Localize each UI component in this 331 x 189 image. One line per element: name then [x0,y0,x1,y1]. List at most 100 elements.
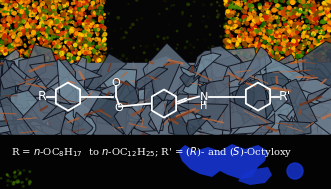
Circle shape [279,35,280,37]
Circle shape [290,21,293,23]
Circle shape [317,40,318,41]
Circle shape [274,29,275,30]
Circle shape [61,19,63,21]
Circle shape [101,59,104,63]
Polygon shape [36,78,66,105]
Circle shape [315,31,317,33]
Circle shape [40,42,42,44]
Polygon shape [288,89,311,108]
Circle shape [88,45,92,49]
Circle shape [24,44,25,45]
Circle shape [173,5,174,6]
Circle shape [67,54,70,57]
Circle shape [306,54,308,57]
Circle shape [13,54,15,56]
Circle shape [9,45,11,47]
Circle shape [54,41,55,42]
Polygon shape [5,69,21,94]
Circle shape [48,10,52,14]
Circle shape [57,40,59,43]
Polygon shape [318,105,327,127]
Circle shape [319,31,320,32]
Circle shape [223,39,227,43]
Circle shape [295,40,298,44]
Circle shape [298,28,301,31]
Circle shape [239,32,243,36]
Circle shape [327,61,329,63]
Circle shape [229,9,231,11]
Circle shape [63,26,65,27]
Circle shape [74,1,77,4]
Circle shape [47,57,49,59]
Circle shape [16,16,19,19]
Circle shape [0,34,2,37]
Circle shape [97,46,98,47]
Circle shape [57,30,59,33]
Circle shape [3,24,5,26]
Circle shape [82,23,84,25]
Circle shape [101,13,104,17]
Circle shape [233,25,236,28]
Circle shape [88,32,90,34]
Circle shape [59,50,63,54]
Circle shape [95,56,99,59]
Circle shape [57,53,58,54]
Circle shape [283,37,286,40]
Circle shape [16,181,18,183]
Circle shape [238,35,242,39]
Circle shape [7,27,9,28]
Circle shape [258,23,259,24]
Circle shape [301,0,305,4]
Polygon shape [96,93,122,125]
Circle shape [226,45,227,46]
Circle shape [100,53,101,54]
Circle shape [239,33,242,36]
Circle shape [326,18,328,21]
Circle shape [63,57,64,58]
Circle shape [256,41,257,42]
Circle shape [284,59,288,63]
Circle shape [34,20,37,23]
Circle shape [103,36,104,37]
Circle shape [285,28,287,30]
Circle shape [49,13,52,16]
Circle shape [86,22,88,24]
Circle shape [53,11,56,14]
Circle shape [99,46,103,49]
Circle shape [50,54,54,57]
Circle shape [28,60,29,62]
Circle shape [97,25,98,26]
Circle shape [78,0,82,2]
Circle shape [258,46,262,49]
Circle shape [83,37,86,40]
Circle shape [78,53,80,56]
Circle shape [267,20,269,22]
Circle shape [237,15,239,16]
Circle shape [267,46,271,50]
Circle shape [309,49,312,52]
Circle shape [65,15,66,16]
Circle shape [159,13,160,14]
Circle shape [67,21,69,23]
Circle shape [38,54,40,55]
Circle shape [290,43,292,44]
Circle shape [93,11,96,14]
Circle shape [53,11,54,12]
Circle shape [95,25,96,27]
Circle shape [10,30,13,33]
Circle shape [40,11,43,13]
Circle shape [29,41,30,43]
Polygon shape [82,83,101,98]
Circle shape [71,28,74,31]
Circle shape [251,2,252,3]
Circle shape [50,29,51,30]
Circle shape [79,24,80,25]
Circle shape [304,40,307,43]
Circle shape [45,60,49,64]
Circle shape [317,44,319,46]
Circle shape [312,18,315,21]
Circle shape [69,26,70,28]
Circle shape [256,52,258,54]
Circle shape [91,10,95,13]
Circle shape [49,30,53,34]
